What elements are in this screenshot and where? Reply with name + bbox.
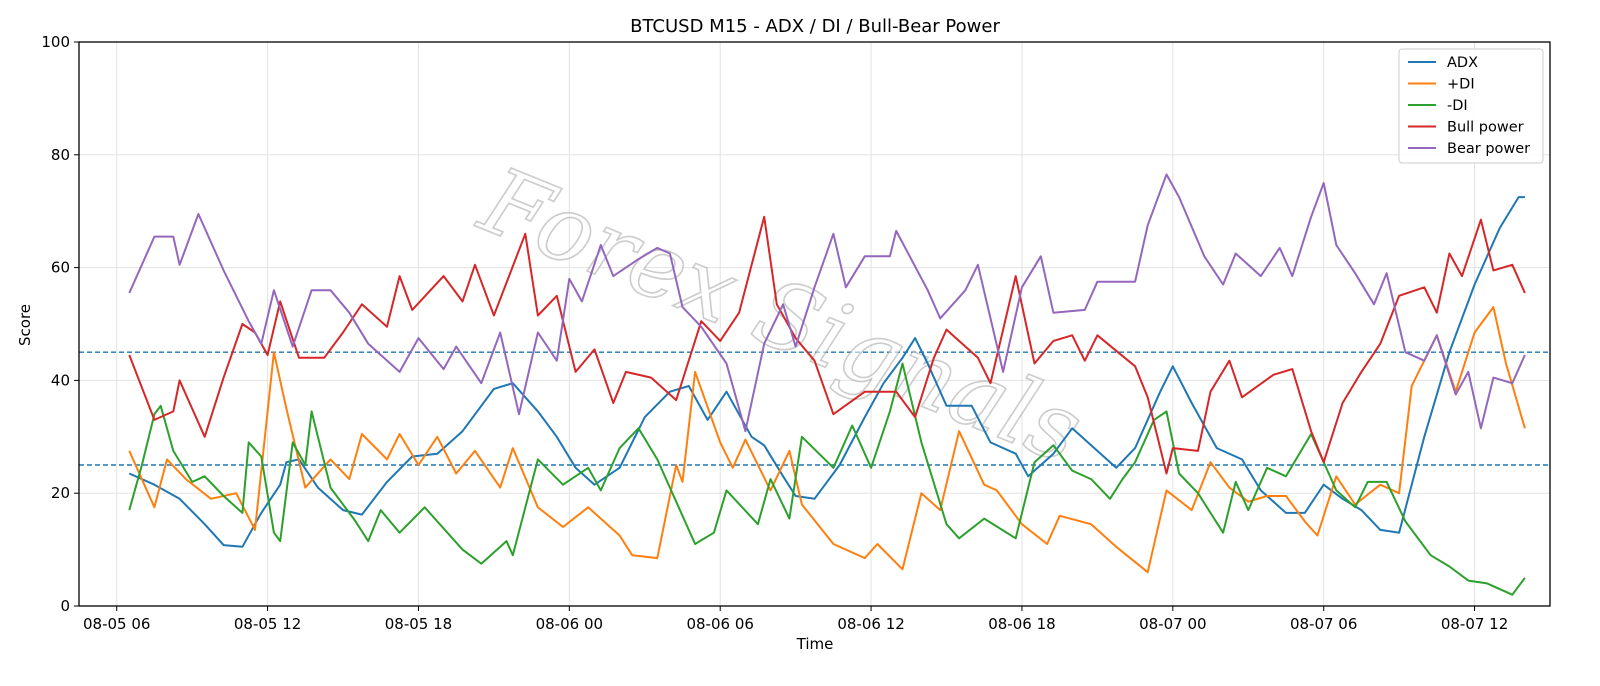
x-tick-label: 08-07 12 bbox=[1441, 615, 1508, 633]
y-tick-label: 80 bbox=[51, 146, 70, 164]
series-line-plus-di bbox=[128, 306, 1526, 574]
chart-title: BTCUSD M15 - ADX / DI / Bull-Bear Power bbox=[630, 16, 1000, 37]
legend-label: Bear power bbox=[1447, 141, 1530, 157]
x-tick-label: 08-05 18 bbox=[385, 615, 452, 633]
series-lines bbox=[128, 173, 1526, 596]
series-line-minus-di bbox=[128, 362, 1526, 596]
reference-lines bbox=[79, 351, 1550, 466]
y-tick-label: 40 bbox=[51, 371, 70, 389]
legend-label: +DI bbox=[1447, 77, 1475, 93]
y-axis: 0 20 40 60 80 100 bbox=[41, 33, 79, 615]
series-line-bear-power bbox=[128, 173, 1526, 433]
x-axis: 08-05 06 08-05 12 08-05 18 08-06 00 08-06 06… bbox=[83, 606, 1508, 633]
legend-box bbox=[1398, 48, 1544, 164]
y-tick-label: 20 bbox=[51, 484, 70, 502]
x-tick-label: 08-06 00 bbox=[536, 615, 603, 633]
x-axis-title: Time bbox=[796, 635, 834, 653]
x-tick-label: 08-05 06 bbox=[83, 615, 150, 633]
x-tick-label: 08-06 18 bbox=[988, 615, 1055, 633]
y-tick-label: 60 bbox=[51, 259, 70, 277]
plot-frame bbox=[78, 41, 1551, 607]
y-axis-title: Score bbox=[16, 304, 34, 346]
legend-label: -DI bbox=[1447, 98, 1468, 114]
legend-label: Bull power bbox=[1447, 120, 1524, 136]
series-line-bull-power bbox=[128, 215, 1526, 475]
x-tick-label: 08-07 00 bbox=[1139, 615, 1206, 633]
x-tick-label: 08-05 12 bbox=[234, 615, 301, 633]
x-tick-label: 08-07 06 bbox=[1290, 615, 1357, 633]
y-tick-label: 100 bbox=[41, 33, 70, 51]
legend-label: ADX bbox=[1447, 55, 1478, 71]
y-tick-label: 0 bbox=[60, 597, 70, 615]
legend: ADX +DI -DI Bull power Bear power bbox=[1398, 48, 1544, 164]
x-tick-label: 08-06 06 bbox=[686, 615, 753, 633]
x-tick-label: 08-06 12 bbox=[837, 615, 904, 633]
